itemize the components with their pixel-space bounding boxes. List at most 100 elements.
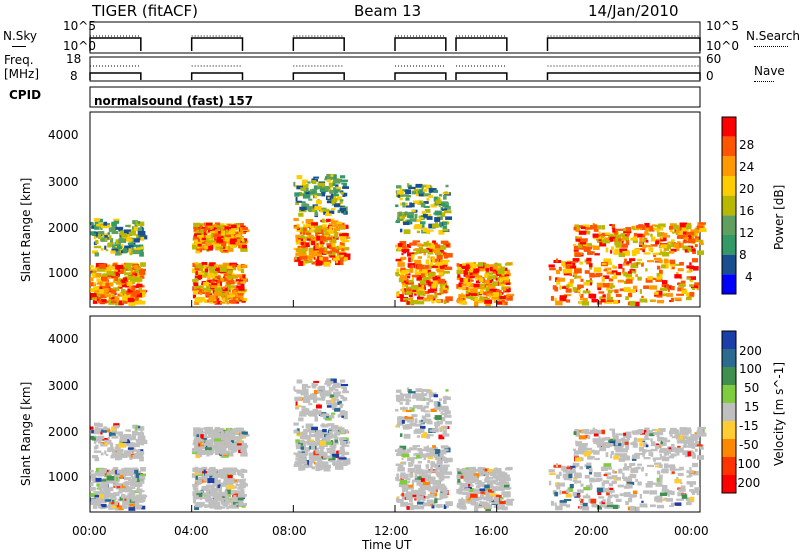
velocity-cell xyxy=(140,467,146,472)
velocity-cell xyxy=(408,391,416,394)
velocity-cell xyxy=(96,503,100,506)
velocity-cell xyxy=(193,440,199,445)
velocity-cell xyxy=(91,486,96,491)
velocity-cell xyxy=(609,428,614,431)
power-cell xyxy=(340,254,347,257)
power-cell xyxy=(670,285,675,291)
power-cell xyxy=(322,219,329,222)
velocity-cell xyxy=(121,468,128,474)
power-cell xyxy=(322,227,330,230)
power-cell xyxy=(326,187,332,193)
power-cell xyxy=(408,184,412,189)
velocity-cell xyxy=(320,414,324,418)
velocity-cell xyxy=(484,468,489,474)
power-cell xyxy=(303,236,311,239)
velocity-cell xyxy=(205,444,209,449)
velocity-cell xyxy=(135,497,143,503)
power-cell xyxy=(426,229,434,232)
velocity-cell xyxy=(197,448,202,452)
velocity-cell xyxy=(653,432,659,435)
velocity-cell xyxy=(132,495,137,499)
power-cell xyxy=(420,202,426,208)
power-cell xyxy=(307,181,311,184)
power-cell xyxy=(423,205,430,208)
velocity-cell xyxy=(479,501,484,506)
velocity-cell xyxy=(139,474,146,480)
velocity-cell xyxy=(395,463,402,467)
power-cell xyxy=(478,277,484,283)
power-cell xyxy=(320,239,325,245)
power-cell xyxy=(637,233,643,238)
velocity-cell xyxy=(329,450,336,454)
velocity-cell xyxy=(236,498,244,501)
velocity-cell xyxy=(416,469,425,475)
velocity-cell xyxy=(678,488,686,492)
power-cell xyxy=(240,247,248,252)
power-cell xyxy=(225,232,230,237)
velocity-cell xyxy=(325,436,331,442)
power-cell xyxy=(314,242,319,247)
velocity-cell xyxy=(658,464,663,468)
velocity-cell xyxy=(116,483,122,488)
velocity-cell xyxy=(676,498,684,501)
velocity-cell xyxy=(205,439,211,443)
power-cell xyxy=(90,268,98,271)
power-cell xyxy=(236,293,244,296)
power-cell xyxy=(445,296,453,302)
velocity-cell xyxy=(204,443,209,446)
velocity-cell xyxy=(410,469,415,473)
power-cell xyxy=(124,229,132,235)
velocity-cell xyxy=(215,499,219,504)
power-cell xyxy=(584,230,589,234)
power-cbar-tick: 20 xyxy=(739,182,755,196)
velocity-cell xyxy=(98,505,102,509)
power-cell xyxy=(411,209,416,212)
power-cell xyxy=(574,252,582,257)
power-cell xyxy=(227,270,233,274)
velocity-cell xyxy=(402,449,407,454)
velocity-cell xyxy=(558,471,562,476)
power-cell xyxy=(609,272,616,275)
power-cell xyxy=(332,256,339,262)
power-cell xyxy=(488,275,496,280)
velocity-cell xyxy=(313,462,316,465)
power-cell xyxy=(652,252,659,255)
power-cell xyxy=(204,268,209,273)
power-cell xyxy=(101,225,107,229)
power-cell xyxy=(334,189,339,194)
power-cell xyxy=(603,283,610,288)
velocity-cell xyxy=(333,383,341,388)
power-cell xyxy=(445,285,448,288)
power-cell xyxy=(399,241,407,245)
velocity-cell xyxy=(116,486,121,489)
velocity-cell xyxy=(302,398,311,404)
velocity-cbar-tick: -15 xyxy=(739,419,759,433)
power-cell xyxy=(435,299,442,303)
power-cell xyxy=(137,227,143,232)
power-cell xyxy=(597,285,602,291)
velocity-cell xyxy=(125,443,133,447)
power-cell xyxy=(96,298,100,301)
velocity-cell xyxy=(199,470,202,475)
nsky-line xyxy=(89,37,142,51)
velocity-cell xyxy=(235,503,239,506)
power-cell xyxy=(405,278,409,283)
velocity-cbar-tick: -50 xyxy=(739,438,759,452)
power-cell xyxy=(686,231,695,236)
power-cell xyxy=(585,279,593,285)
velocity-cell xyxy=(320,444,325,449)
velocity-cell xyxy=(230,431,233,436)
velocity-cell xyxy=(417,493,425,496)
velocity-cell xyxy=(487,483,494,489)
power-cell xyxy=(668,225,674,230)
power-cell xyxy=(110,250,116,254)
velocity-cell xyxy=(110,442,114,448)
velocity-cell xyxy=(501,504,506,508)
power-cell xyxy=(615,228,624,231)
power-cell xyxy=(408,186,416,190)
power-cbar-tick: 28 xyxy=(739,138,755,152)
power-cell xyxy=(333,194,339,197)
velocity-cell xyxy=(439,464,443,469)
power-cell xyxy=(600,238,605,241)
power-cell xyxy=(425,259,430,265)
